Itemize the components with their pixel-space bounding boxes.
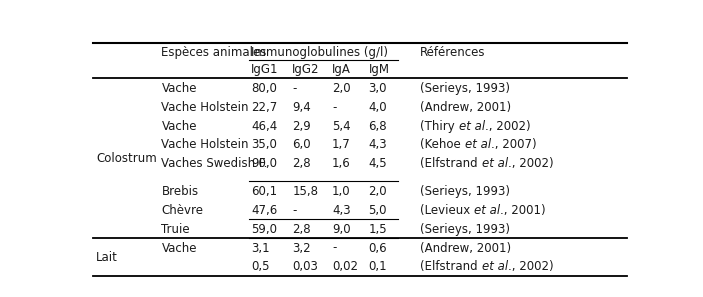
Text: (Levieux: (Levieux (420, 204, 475, 217)
Text: 3,1: 3,1 (252, 241, 270, 255)
Text: 22,7: 22,7 (252, 101, 278, 114)
Text: ., 2002): ., 2002) (485, 120, 531, 133)
Text: IgG2: IgG2 (292, 63, 320, 76)
Text: 59,0: 59,0 (252, 223, 277, 236)
Text: ., 2002): ., 2002) (508, 157, 553, 170)
Text: (Andrew, 2001): (Andrew, 2001) (420, 241, 511, 255)
Text: 5,4: 5,4 (332, 120, 351, 133)
Text: IgG1: IgG1 (252, 63, 279, 76)
Text: (Elfstrand: (Elfstrand (420, 260, 482, 273)
Text: (Kehoe: (Kehoe (420, 138, 465, 151)
Text: 0,03: 0,03 (292, 260, 318, 273)
Text: Lait: Lait (96, 251, 118, 264)
Text: 90,0: 90,0 (252, 157, 277, 170)
Text: et al: et al (459, 120, 485, 133)
Text: Vache: Vache (162, 82, 197, 95)
Text: 1,7: 1,7 (332, 138, 351, 151)
Text: 4,5: 4,5 (368, 157, 387, 170)
Text: 35,0: 35,0 (252, 138, 277, 151)
Text: -: - (292, 82, 297, 95)
Text: Références: Références (420, 46, 486, 59)
Text: Truie: Truie (162, 223, 190, 236)
Text: 2,8: 2,8 (292, 223, 311, 236)
Text: 6,8: 6,8 (368, 120, 387, 133)
Text: 2,0: 2,0 (332, 82, 351, 95)
Text: ., 2007): ., 2007) (491, 138, 536, 151)
Text: Vache Holstein: Vache Holstein (162, 101, 249, 114)
Text: (Serieys, 1993): (Serieys, 1993) (420, 223, 510, 236)
Text: Espèces animales: Espèces animales (162, 46, 267, 59)
Text: 0,5: 0,5 (252, 260, 270, 273)
Text: (Andrew, 2001): (Andrew, 2001) (420, 101, 511, 114)
Text: 60,1: 60,1 (252, 185, 278, 198)
Text: 1,6: 1,6 (332, 157, 351, 170)
Text: Colostrum: Colostrum (96, 152, 157, 165)
Text: 4,0: 4,0 (368, 101, 387, 114)
Text: 0,02: 0,02 (332, 260, 358, 273)
Text: 1,5: 1,5 (368, 223, 387, 236)
Text: et al: et al (475, 204, 501, 217)
Text: 2,0: 2,0 (368, 185, 387, 198)
Text: (Serieys, 1993): (Serieys, 1993) (420, 82, 510, 95)
Text: 6,0: 6,0 (292, 138, 311, 151)
Text: Vache Holstein: Vache Holstein (162, 138, 249, 151)
Text: IgA: IgA (332, 63, 351, 76)
Text: 46,4: 46,4 (252, 120, 278, 133)
Text: 4,3: 4,3 (368, 138, 387, 151)
Text: Vaches Swedish F.: Vaches Swedish F. (162, 157, 268, 170)
Text: et al: et al (465, 138, 491, 151)
Text: ., 2002): ., 2002) (508, 260, 553, 273)
Text: 4,3: 4,3 (332, 204, 351, 217)
Text: 3,0: 3,0 (368, 82, 387, 95)
Text: 2,9: 2,9 (292, 120, 311, 133)
Text: et al: et al (482, 157, 508, 170)
Text: 0,6: 0,6 (368, 241, 387, 255)
Text: Brebis: Brebis (162, 185, 198, 198)
Text: -: - (332, 241, 336, 255)
Text: Vache: Vache (162, 241, 197, 255)
Text: 1,0: 1,0 (332, 185, 351, 198)
Text: (Serieys, 1993): (Serieys, 1993) (420, 185, 510, 198)
Text: 9,4: 9,4 (292, 101, 311, 114)
Text: 3,2: 3,2 (292, 241, 311, 255)
Text: ., 2001): ., 2001) (501, 204, 546, 217)
Text: Immunoglobulines (g/l): Immunoglobulines (g/l) (252, 46, 388, 59)
Text: -: - (292, 204, 297, 217)
Text: Vache: Vache (162, 120, 197, 133)
Text: 0,1: 0,1 (368, 260, 387, 273)
Text: (Elfstrand: (Elfstrand (420, 157, 482, 170)
Text: 15,8: 15,8 (292, 185, 318, 198)
Text: 47,6: 47,6 (252, 204, 278, 217)
Text: -: - (332, 101, 336, 114)
Text: 5,0: 5,0 (368, 204, 387, 217)
Text: IgM: IgM (368, 63, 389, 76)
Text: 9,0: 9,0 (332, 223, 351, 236)
Text: Chèvre: Chèvre (162, 204, 203, 217)
Text: et al: et al (482, 260, 508, 273)
Text: (Thiry: (Thiry (420, 120, 459, 133)
Text: 2,8: 2,8 (292, 157, 311, 170)
Text: 80,0: 80,0 (252, 82, 277, 95)
